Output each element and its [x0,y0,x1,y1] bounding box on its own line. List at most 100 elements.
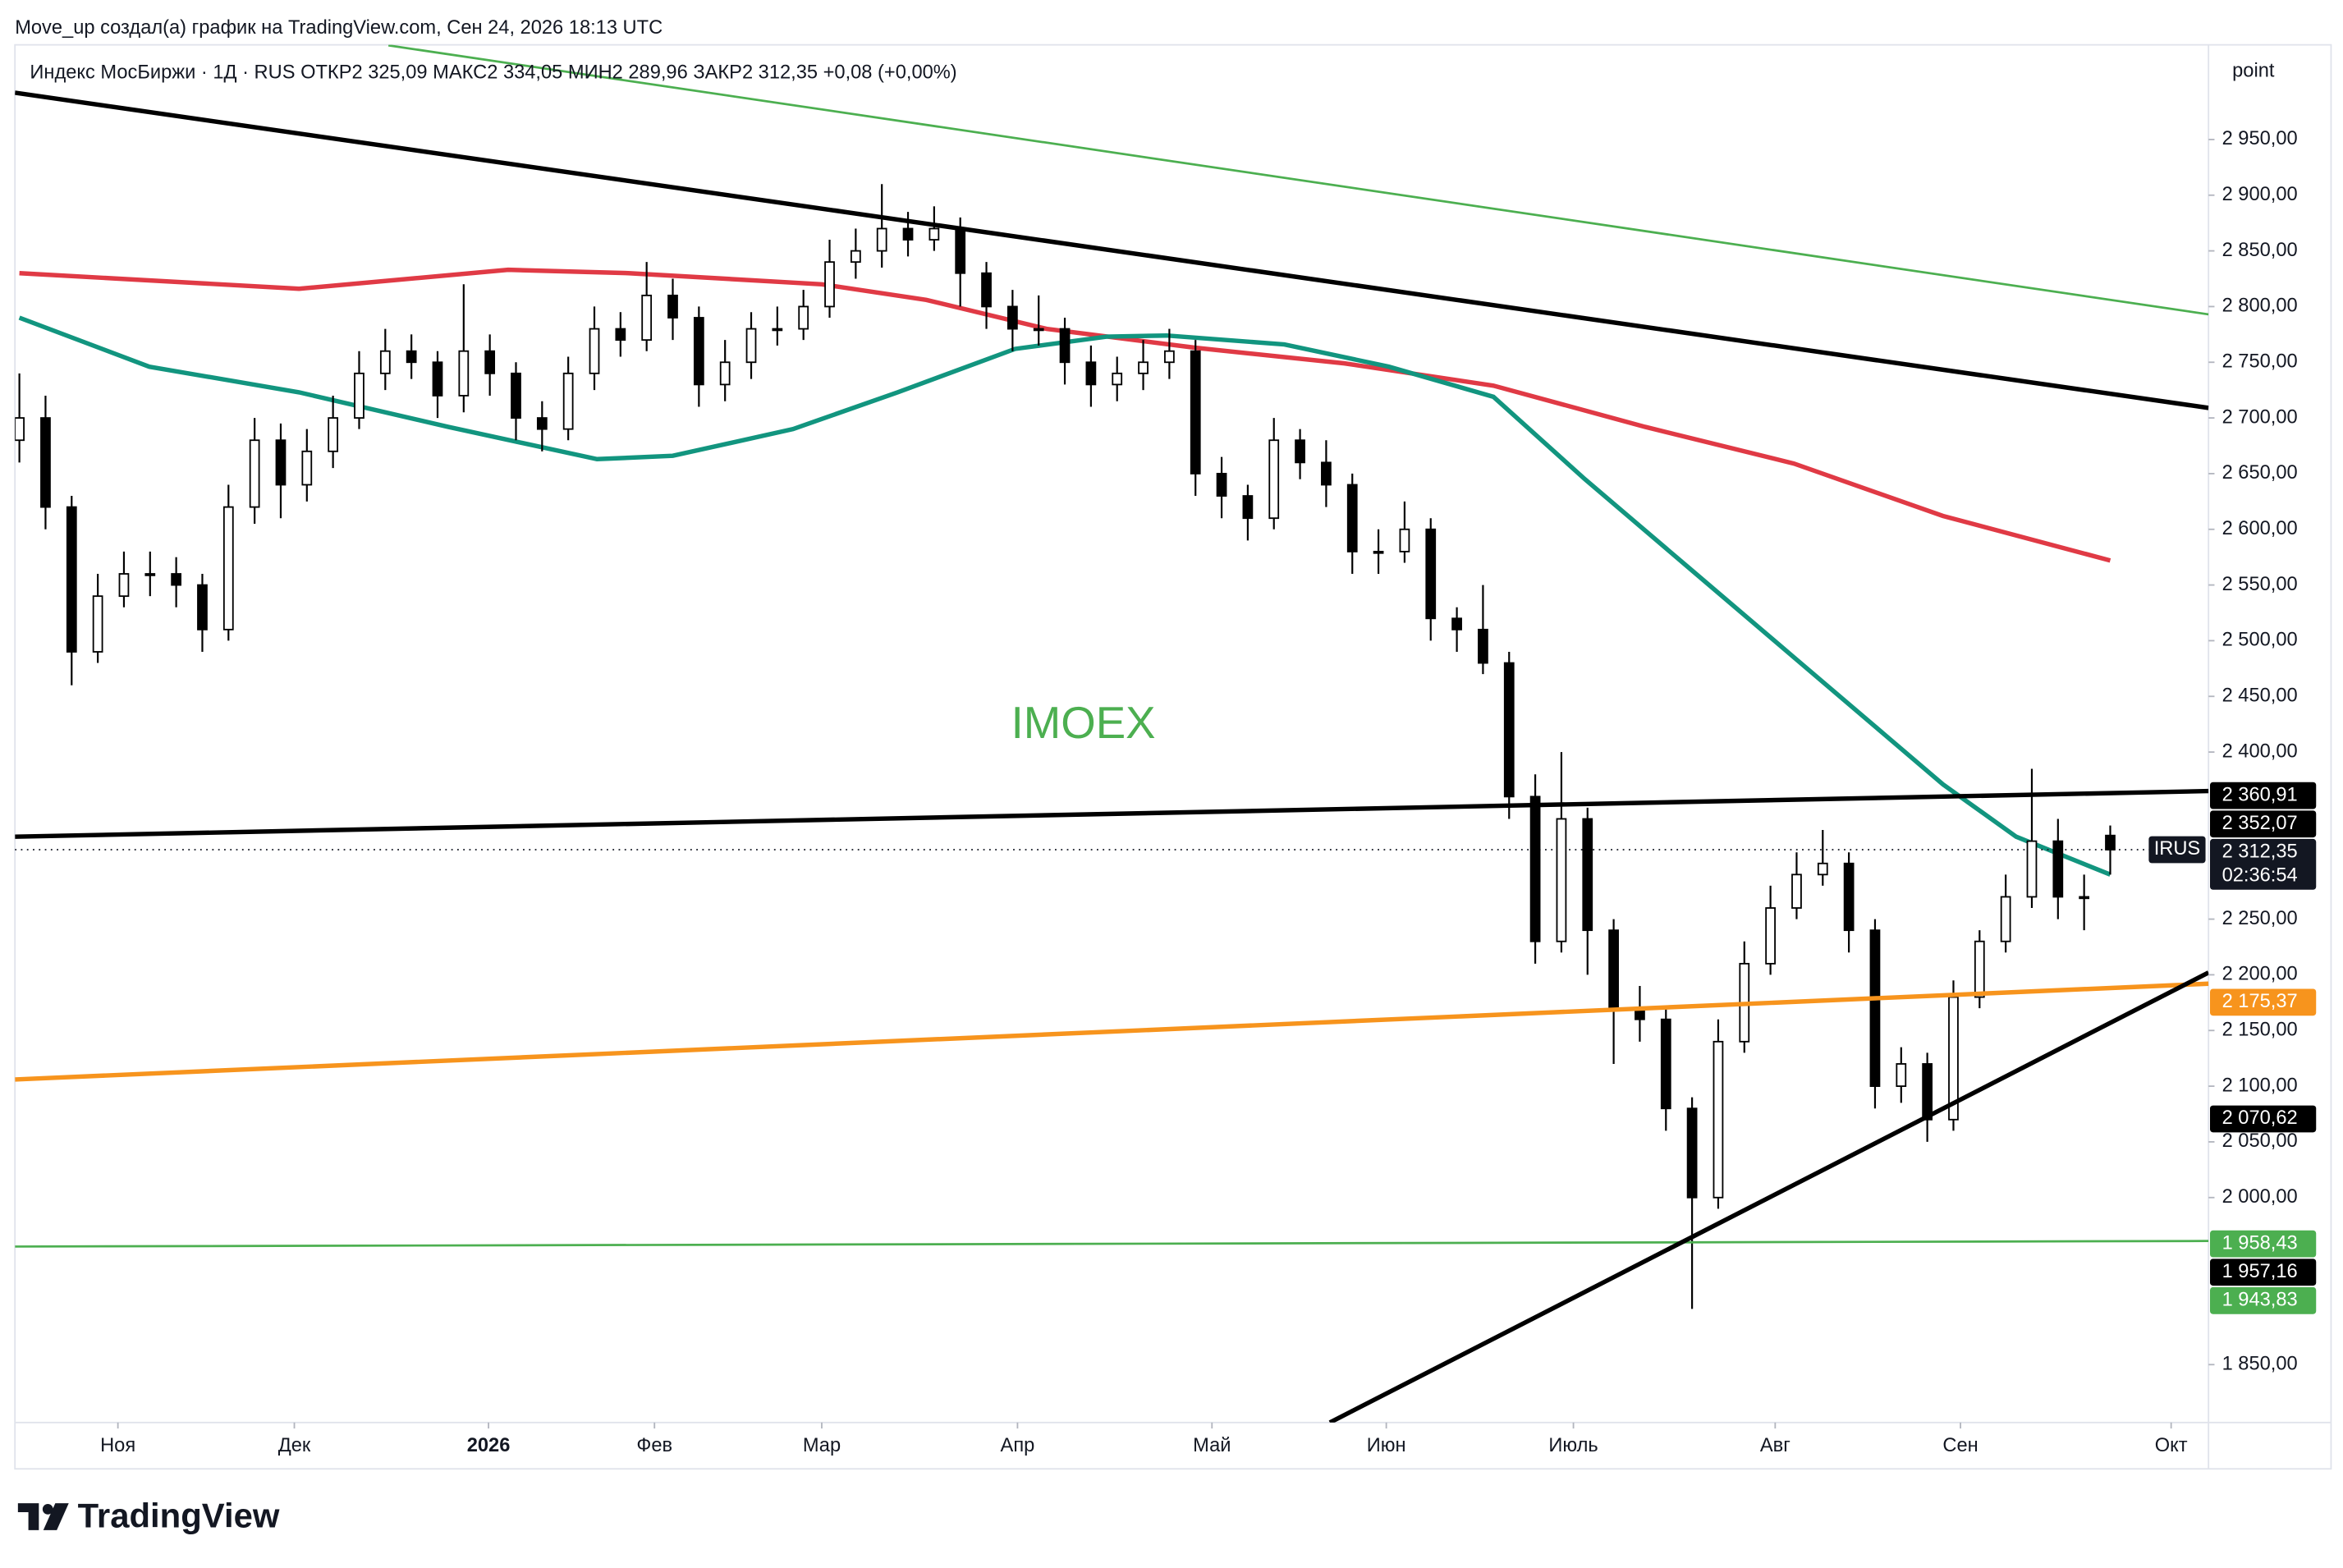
candle-body [1974,940,1985,998]
candle-body [719,361,731,386]
logo-icon [17,1503,69,1530]
watermark: IMOEX [1011,698,1156,748]
candle-body [197,584,208,630]
candle-body [1686,1107,1698,1199]
candle-body [458,350,470,397]
y-tick-label: 2 850,00 [2222,240,2298,261]
price-label: 2 175,37 [2222,991,2298,1012]
candle-body [301,450,313,486]
candle-body [955,227,966,274]
frame [14,44,2332,1470]
trendline [15,90,2209,410]
legend: Индекс МосБиржи · 1Д · RUS ОТКР2 325,09 … [30,62,956,83]
candle-body [2026,840,2038,898]
candle-body [511,372,521,420]
candle-body [1112,372,1123,386]
candle-body [406,350,417,364]
candle-body [981,272,992,308]
candle-body [1059,328,1071,364]
y-tick-label: 2 050,00 [2222,1130,2298,1152]
x-tick-label: Окт [2155,1435,2188,1456]
price-label: 1 958,43 [2222,1232,2298,1254]
y-tick-label: 2 100,00 [2222,1075,2298,1096]
candle-body [1321,461,1332,486]
candle-body [1713,1040,1724,1199]
x-tick-label: Май [1193,1435,1231,1456]
y-tick-label: 2 500,00 [2222,630,2298,651]
scale-button[interactable]: point [2232,61,2275,82]
moving-average [18,315,2111,877]
candle-body [1765,907,1776,965]
trendline [1328,970,2209,1423]
price-label: 2 360,91 [2222,784,2298,805]
candle-body [40,417,51,508]
price-label: 2 352,07 [2222,813,2298,834]
candle-body [1268,439,1280,520]
x-tick-label: Июль [1548,1435,1598,1456]
candle-body [92,595,103,653]
candle-body [1791,873,1802,909]
x-tick-label: Апр [1001,1435,1035,1456]
price-label-box [2210,782,2317,809]
trendline [15,981,2209,1082]
y-tick-label: 2 750,00 [2222,351,2298,373]
candle-body [118,573,130,598]
trendline [15,1240,2209,1248]
candle-body [1216,473,1227,497]
candle-body [1346,484,1358,552]
candle-body [902,227,914,241]
candle-body [1295,439,1305,464]
candle-body [66,506,77,653]
price-label-box [2210,1259,2317,1286]
candle-body [876,227,887,252]
x-tick-label: Сен [1942,1435,1978,1456]
candle-body [2000,896,2011,942]
x-tick-label: Фев [636,1435,672,1456]
candle-body [328,417,339,452]
candle-body [2079,896,2090,900]
candle-body [249,439,260,508]
candle-body [1660,1018,1671,1110]
candle-body [1138,361,1149,374]
candle-body [1529,795,1541,942]
y-tick-label: 2 800,00 [2222,296,2298,317]
candle-body [562,372,574,430]
candle-body [379,350,391,374]
candle-body [1399,528,1410,552]
candle-body [641,294,653,342]
candle-body [536,417,548,430]
x-tick-label: Июн [1367,1435,1406,1456]
candle-body [850,250,861,264]
candle-body [1582,818,1593,932]
candle-body [1242,495,1254,520]
y-tick-label: 2 250,00 [2222,908,2298,929]
y-tick-label: 2 650,00 [2222,462,2298,484]
price-label: 2 312,35 [2222,841,2298,863]
candle-body [798,305,809,330]
candle-body [667,294,678,319]
trendline [387,44,2209,316]
candle-body [1425,528,1437,620]
candle-body [693,317,704,386]
candle-body [432,361,443,397]
candle-body [484,350,496,374]
candle-body [928,227,940,241]
candle-body [1896,1063,1907,1087]
candle-body [1085,361,1097,386]
candle-body [1451,617,1462,630]
candle-body [589,328,600,374]
candle-body [1817,862,1828,876]
y-tick-label: 2 700,00 [2222,406,2298,428]
candle-body [745,328,757,364]
x-tick-label: 2026 [467,1435,511,1456]
candle-body [772,328,783,332]
candle-body [1922,1063,1933,1121]
candle-body [1503,662,1515,798]
candle-body [1843,862,1855,932]
candle-body [1007,305,1018,330]
y-tick-label: 2 600,00 [2222,518,2298,539]
candle-body [144,573,156,576]
price-label: 2 070,62 [2222,1107,2298,1129]
price-label-box [2210,838,2317,890]
